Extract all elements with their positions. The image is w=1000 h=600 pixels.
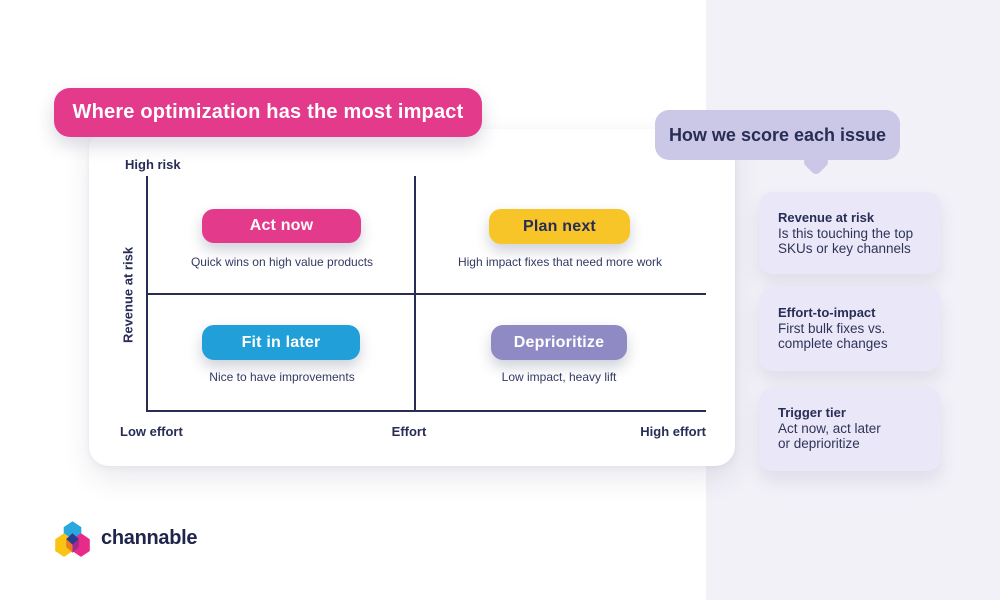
plan-next-button[interactable]: Plan next bbox=[489, 209, 630, 244]
title-badge: Where optimization has the most impact bbox=[54, 88, 482, 137]
y-axis-top-label: High risk bbox=[125, 157, 181, 172]
score-panel-title: How we score each issue bbox=[668, 124, 887, 145]
score-card-effort-to-impact: Effort-to-impact First bulk fixes vs. co… bbox=[759, 287, 941, 371]
plan-next-caption: High impact fixes that need more work bbox=[457, 255, 663, 269]
deprioritize-button[interactable]: Deprioritize bbox=[491, 325, 627, 360]
speech-bubble: How we score each issue bbox=[655, 110, 900, 160]
channable-logo: channable bbox=[54, 520, 198, 557]
x-axis-left-label: Low effort bbox=[120, 424, 183, 439]
score-card-title: Trigger tier bbox=[778, 405, 846, 420]
score-card-text-line: complete changes bbox=[778, 335, 888, 351]
matrix-horizontal-divider bbox=[146, 293, 706, 295]
score-card-revenue-at-risk: Revenue at risk Is this touching the top… bbox=[759, 192, 941, 274]
y-axis-title: Revenue at risk bbox=[120, 246, 136, 344]
score-card-text-line: Is this touching the top bbox=[778, 226, 914, 241]
score-card-text-line: First bulk fixes vs. bbox=[778, 321, 886, 336]
score-card-trigger-tier: Trigger tier Act now, act later or depri… bbox=[759, 387, 941, 471]
deprioritize-caption: Low impact, heavy lift bbox=[501, 370, 617, 384]
x-axis-right-label: High effort bbox=[640, 424, 706, 439]
channable-logo-icon bbox=[55, 521, 90, 557]
channable-wordmark: channable bbox=[101, 527, 198, 549]
page-title: Where optimization has the most impact bbox=[72, 101, 464, 123]
fit-in-later-caption: Nice to have improvements bbox=[209, 370, 355, 384]
act-now-button[interactable]: Act now bbox=[202, 209, 361, 243]
fit-in-later-button[interactable]: Fit in later bbox=[202, 325, 360, 360]
score-card-text-line: Act now, act later bbox=[778, 421, 881, 436]
matrix-card bbox=[89, 129, 735, 466]
score-card-text-line: or deprioritize bbox=[778, 435, 860, 451]
score-card-title: Effort-to-impact bbox=[778, 305, 876, 320]
score-card-title: Revenue at risk bbox=[778, 210, 875, 225]
x-axis-line bbox=[146, 410, 706, 412]
x-axis-title: Effort bbox=[391, 424, 427, 439]
score-card-text-line: SKUs or key channels bbox=[778, 240, 911, 256]
act-now-caption: Quick wins on high value products bbox=[190, 255, 374, 269]
